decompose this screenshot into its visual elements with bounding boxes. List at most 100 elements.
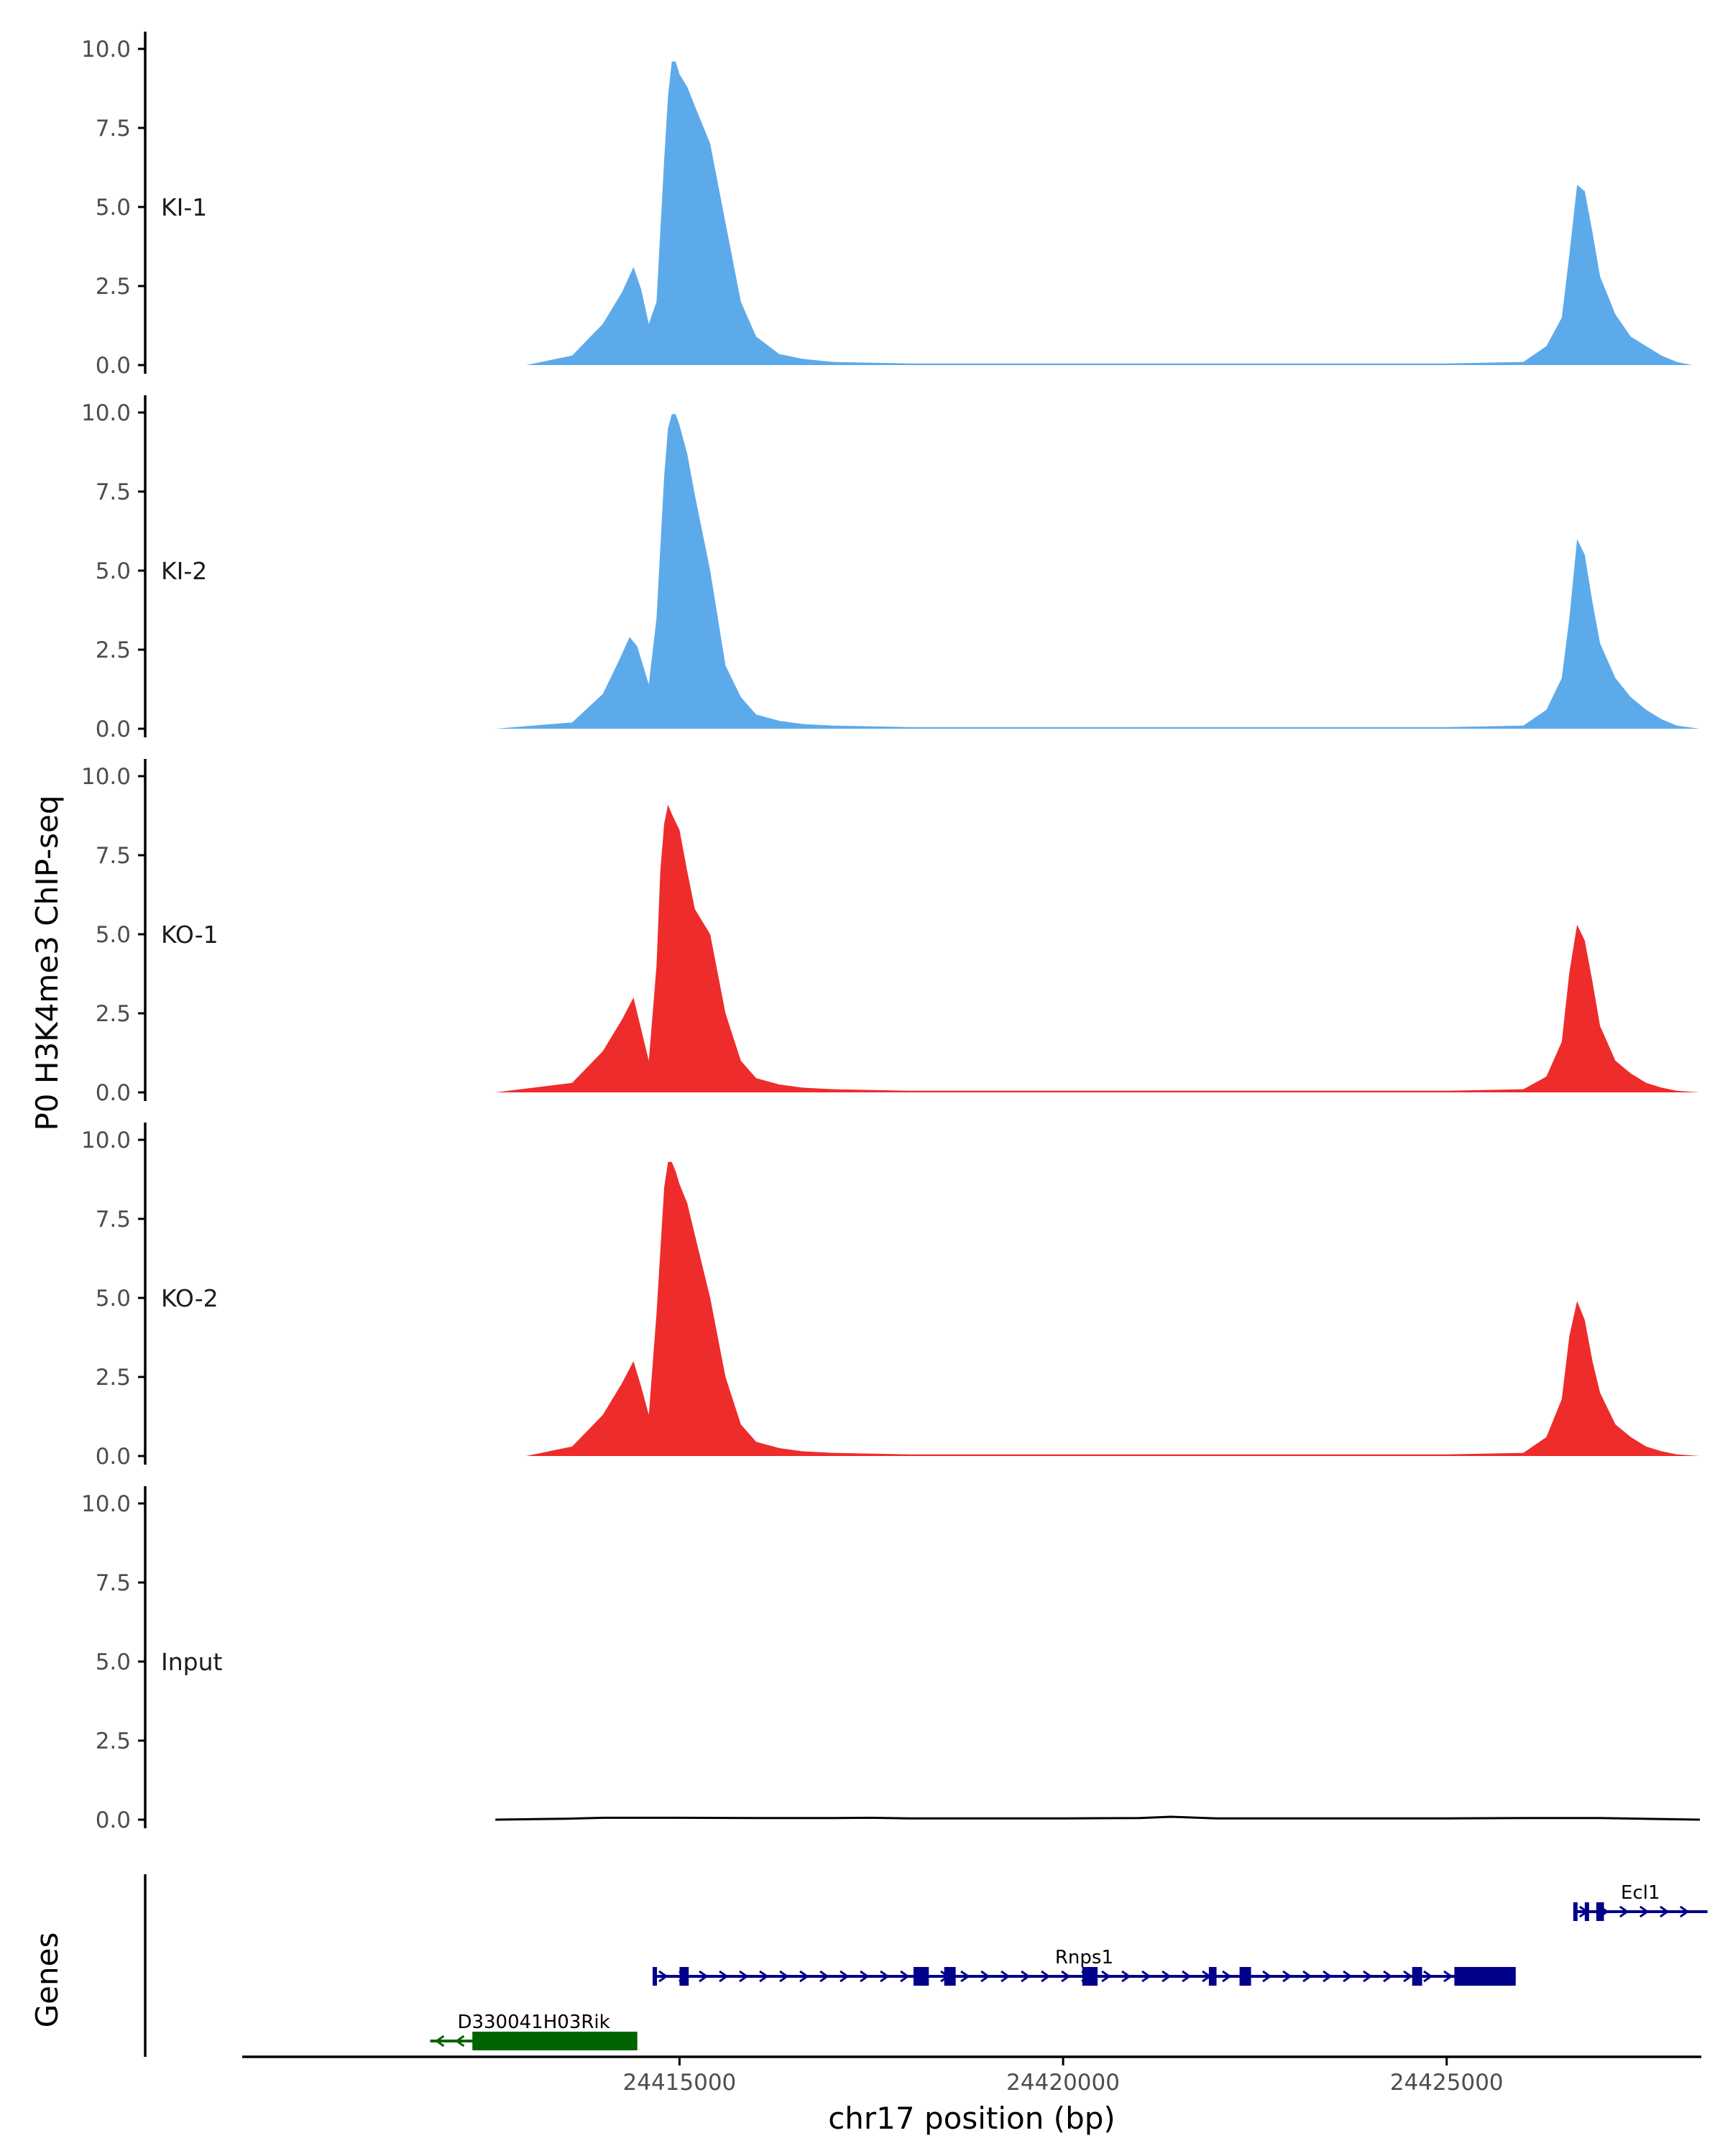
strand-chevron — [840, 1970, 850, 1983]
strand-chevron — [819, 1970, 829, 1983]
y-axis-title: P0 H3K4me3 ChIP-seq — [29, 795, 65, 1130]
strand-chevron — [960, 1970, 970, 1983]
y-tick-label: 2.5 — [96, 637, 131, 663]
coverage-area — [495, 414, 1701, 729]
y-tick-label: 0.0 — [96, 1444, 131, 1470]
y-tick-label: 2.5 — [96, 1728, 131, 1754]
track-ko-2: 0.0 2.5 5.0 7.5 10.0 KO-2 — [81, 1123, 1700, 1470]
gene-exon — [944, 1967, 956, 1986]
x-tick-label: 24425000 — [1390, 2070, 1504, 2096]
track-input: 0.0 2.5 5.0 7.5 10.0 Input — [81, 1486, 1701, 1833]
strand-chevron — [1000, 1970, 1011, 1983]
strand-chevron — [1322, 1970, 1333, 1983]
track-ki-2: 0.0 2.5 5.0 7.5 10.0 KI-2 — [81, 395, 1701, 742]
genes-axis-title: Genes — [29, 1932, 65, 2028]
gene-annotation-panel: Rnps1 Ecl1 D330041H03Rik — [144, 1874, 1708, 2057]
strand-chevron — [1639, 1905, 1650, 1918]
strand-chevron — [1061, 1970, 1071, 1983]
strand-chevron — [1222, 1970, 1232, 1983]
strand-chevron — [1121, 1970, 1131, 1983]
y-tick-label: 5.0 — [96, 1286, 131, 1312]
track-label: KO-2 — [161, 1284, 218, 1312]
track-ki-1: 0.0 2.5 5.0 7.5 10.0 KI-1 — [81, 32, 1693, 379]
strand-chevron — [1101, 1970, 1111, 1983]
strand-chevron — [1403, 1970, 1413, 1983]
strand-chevron — [1302, 1970, 1312, 1983]
gene-exon — [653, 1967, 658, 1986]
strand-chevron — [1041, 1970, 1051, 1983]
track-label: Input — [161, 1648, 223, 1676]
x-tick-label: 24415000 — [623, 2070, 737, 2096]
strand-chevron — [799, 1970, 809, 1983]
coverage-area — [525, 1161, 1700, 1456]
coverage-area — [495, 804, 1701, 1092]
y-tick-label: 7.5 — [96, 116, 131, 142]
strand-chevron — [739, 1970, 749, 1983]
strand-chevron — [1141, 1970, 1151, 1983]
strand-chevron — [1162, 1970, 1172, 1983]
strand-chevron — [1343, 1970, 1353, 1983]
coverage-line — [495, 1815, 1701, 1821]
y-tick-label: 7.5 — [96, 479, 131, 505]
gene-exon — [1239, 1967, 1251, 1986]
gene-exon — [1454, 1967, 1516, 1986]
strand-chevron — [1282, 1970, 1292, 1983]
strand-chevron — [719, 1970, 729, 1983]
track-label: KI-2 — [161, 557, 207, 585]
y-tick-label: 5.0 — [96, 195, 131, 221]
strand-chevron — [434, 2035, 445, 2047]
y-tick-label: 5.0 — [96, 558, 131, 584]
strand-chevron — [658, 1970, 668, 1983]
strand-chevron — [1182, 1970, 1192, 1983]
y-tick-label: 2.5 — [96, 1365, 131, 1391]
strand-chevron — [779, 1970, 789, 1983]
y-tick-label: 10.0 — [81, 1491, 131, 1517]
y-tick-label: 10.0 — [81, 1128, 131, 1153]
y-tick-label: 7.5 — [96, 1207, 131, 1233]
x-axis: 24415000 24420000 24425000 — [242, 2055, 1701, 2096]
gene-exon — [1412, 1967, 1422, 1986]
strand-chevron — [860, 1970, 870, 1983]
strand-chevron — [1021, 1970, 1031, 1983]
strand-chevron — [1680, 1905, 1690, 1918]
y-tick-label: 10.0 — [81, 400, 131, 426]
coverage-area — [525, 61, 1693, 365]
strand-chevron — [1262, 1970, 1272, 1983]
gene-name-label: Ecl1 — [1621, 1882, 1660, 1904]
strand-chevron — [880, 1970, 890, 1983]
y-tick-label: 2.5 — [96, 1001, 131, 1027]
track-label: KO-1 — [161, 921, 218, 949]
y-tick-label: 7.5 — [96, 1570, 131, 1596]
y-tick-label: 0.0 — [96, 717, 131, 742]
gene-exon — [1082, 1967, 1098, 1986]
gene-exon — [1208, 1967, 1217, 1986]
y-tick-label: 7.5 — [96, 843, 131, 869]
strand-chevron — [759, 1970, 769, 1983]
y-tick-label: 5.0 — [96, 922, 131, 948]
gene-name-label: D330041H03Rik — [457, 2012, 610, 2033]
strand-chevron — [454, 2035, 465, 2047]
gene-exon — [679, 1967, 689, 1986]
strand-chevron — [1443, 1970, 1453, 1983]
gene-exon — [913, 1967, 929, 1986]
gene-exon — [1584, 1902, 1589, 1921]
strand-chevron — [1363, 1970, 1373, 1983]
y-tick-label: 0.0 — [96, 1807, 131, 1833]
strand-chevron — [1423, 1970, 1433, 1983]
strand-chevron — [1619, 1905, 1629, 1918]
y-tick-label: 10.0 — [81, 764, 131, 790]
coverage-tracks: 0.0 2.5 5.0 7.5 10.0 KI-1 0.0 2.5 5.0 7.5 10.0 KI-2… — [81, 32, 1701, 1833]
y-tick-label: 5.0 — [96, 1649, 131, 1675]
strand-chevron — [900, 1970, 910, 1983]
y-tick-label: 0.0 — [96, 353, 131, 379]
y-tick-label: 2.5 — [96, 274, 131, 300]
x-tick-label: 24420000 — [1006, 2070, 1120, 2096]
gene-d330041h03rik: D330041H03Rik — [430, 2012, 638, 2050]
y-tick-label: 10.0 — [81, 37, 131, 63]
gene-rnps1: Rnps1 — [653, 1947, 1516, 1986]
gene-exon — [472, 2032, 638, 2050]
gene-ecl1: Ecl1 — [1573, 1882, 1708, 1921]
strand-chevron — [1383, 1970, 1393, 1983]
gene-exon — [1596, 1902, 1604, 1921]
